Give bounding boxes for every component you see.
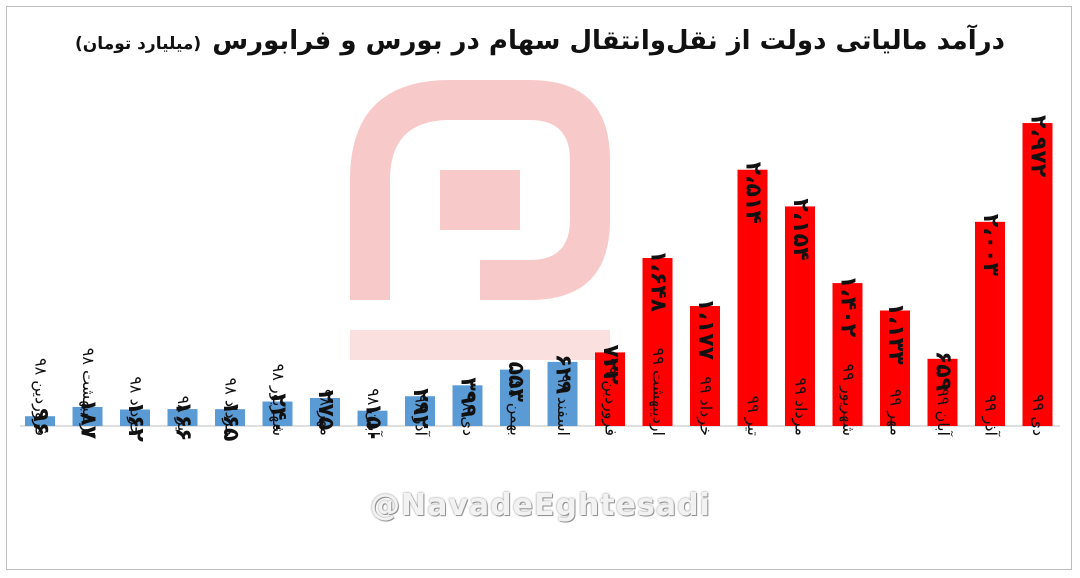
category-label: آبان ۹۸: [364, 388, 383, 437]
data-label: ۱،۱۳۳: [883, 303, 908, 366]
bar: [167, 409, 198, 426]
data-label: ۲۹۲: [408, 388, 433, 429]
data-label: ۲،۰۰۳: [978, 214, 1003, 277]
data-label: ۲۷۵: [313, 390, 338, 430]
chart-title-block: درآمد مالیاتی دولت از نقل‌وانتقال سهام د…: [0, 26, 1080, 56]
data-label: ۲۴۰: [266, 394, 291, 434]
category-label: مرداد ۹۹: [791, 378, 811, 436]
category-label: دی ۹۹: [1029, 394, 1048, 436]
watermark-logo-shape: [350, 80, 610, 300]
watermark-handle: @NavadeEghtesadi: [370, 488, 711, 523]
data-label: ۹۶: [28, 408, 53, 435]
category-label: شهریور ۹۸: [268, 364, 288, 436]
category-label: آبان ۹۹: [934, 388, 953, 437]
data-label: ۶۲۹: [551, 354, 576, 394]
bar: [1022, 123, 1053, 427]
category-label: آذر ۹۹: [981, 394, 1001, 437]
data-label: ۳۹۹: [456, 377, 481, 417]
bar: [120, 409, 150, 426]
data-label: ۷۲۲: [598, 344, 623, 385]
data-label: ۱۶۶: [171, 401, 196, 441]
bar: [547, 361, 578, 426]
bar: [500, 369, 530, 426]
bar: [927, 358, 958, 426]
category-label: اسفند ۹۸: [554, 375, 573, 436]
category-label: دی ۹۸: [459, 394, 478, 436]
data-label: ۶۵۹: [931, 351, 956, 391]
data-label: ۲،۱۵۴: [788, 198, 813, 260]
bar: [975, 221, 1005, 426]
bar: [357, 410, 388, 426]
chart-title: درآمد مالیاتی دولت از نقل‌وانتقال سهام د…: [212, 26, 1005, 56]
data-label: ۱،۶۴۸: [646, 250, 671, 313]
category-label: فروردین ۹۹: [601, 358, 621, 436]
data-label: ۱،۴۰۲: [836, 275, 861, 338]
category-label: مهر ۹۸: [316, 389, 336, 436]
bar: [690, 306, 720, 426]
bar: [737, 169, 768, 426]
bar: [310, 397, 340, 426]
data-label: ۱،۱۷۷: [693, 298, 718, 361]
bar: [215, 409, 245, 426]
bar: [452, 385, 483, 426]
bar: [832, 283, 863, 426]
category-label: تیر ۹۹: [743, 396, 763, 436]
bar: [262, 401, 293, 426]
category-label: تیر ۹۸: [173, 396, 193, 436]
category-label: خرداد ۹۹: [696, 376, 716, 436]
category-label: اردیبهشت ۹۹: [648, 348, 668, 436]
bar: [72, 406, 103, 426]
watermark-logo: [350, 80, 610, 360]
watermark-logo-bottom: [350, 330, 610, 360]
category-label: فروردین ۹۸: [31, 358, 51, 436]
bar: [880, 310, 910, 426]
category-label: شهریور ۹۹: [838, 364, 858, 436]
data-label: ۱۸۷: [76, 399, 101, 440]
data-label: ۱۶۲: [123, 401, 148, 442]
bar: [25, 416, 55, 426]
data-label: ۱۵۰: [361, 403, 386, 443]
category-label: مهر ۹۹: [886, 389, 906, 436]
category-label: اردیبهشت ۹۸: [78, 348, 98, 436]
data-label: ۲،۵۱۴: [741, 162, 766, 224]
data-label: ۲،۹۷۲: [1026, 115, 1051, 178]
bar: [595, 352, 625, 426]
data-label: ۵۵۳: [503, 362, 528, 403]
category-label: آذر ۹۸: [411, 394, 431, 437]
data-label: ۱۶۵: [218, 401, 243, 441]
category-label: مرداد ۹۸: [221, 378, 241, 436]
category-label: بهمن ۹۸: [506, 380, 526, 436]
bar: [405, 396, 435, 426]
chart-subtitle: (میلیارد تومان): [75, 34, 202, 54]
bar: [785, 206, 815, 426]
bar: [642, 258, 673, 426]
category-label: خرداد ۹۸: [126, 376, 146, 436]
